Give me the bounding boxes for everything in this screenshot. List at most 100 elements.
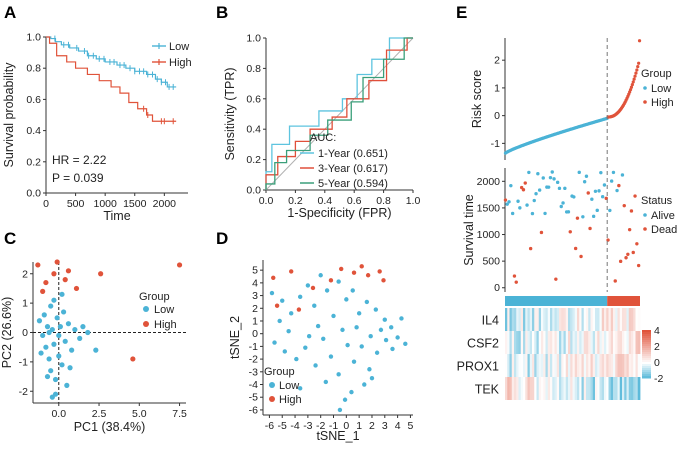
- heatmap-cell: [563, 377, 567, 400]
- legend-dot: [143, 306, 149, 312]
- heatmap-cell: [532, 308, 535, 331]
- heatmap-cell: [505, 354, 508, 377]
- point-low: [374, 350, 380, 355]
- heatmap-cell: [570, 354, 573, 377]
- heatmap-cell: [559, 308, 562, 331]
- heatmap-cell: [588, 354, 591, 377]
- alive-point: [534, 192, 538, 196]
- heatmap-cell: [597, 308, 600, 331]
- heatmap-cell: [619, 377, 623, 400]
- heatmap-cell: [556, 308, 560, 331]
- alive-point: [550, 170, 554, 174]
- heatmap-cell: [509, 377, 513, 400]
- point-high: [98, 271, 104, 277]
- dead-point: [631, 250, 635, 255]
- alive-point: [532, 198, 536, 203]
- heatmap-cell: [599, 377, 603, 400]
- point-low: [61, 309, 67, 315]
- alive-point: [599, 170, 603, 175]
- point-low: [46, 329, 52, 336]
- y-tick-label: -1: [249, 341, 258, 353]
- heatmap-cell: [615, 354, 618, 377]
- heatmap-cell: [637, 377, 641, 400]
- y-tick-label: 2: [494, 55, 500, 67]
- y-tick-label: 1500: [477, 202, 501, 214]
- heatmap-cell: [572, 331, 576, 354]
- alive-point: [620, 173, 625, 177]
- risk-point: [630, 83, 634, 87]
- heatmap-cell: [545, 354, 549, 377]
- y-tick-label: -6: [249, 404, 258, 416]
- heatmap-cell: [583, 331, 587, 354]
- alive-point: [602, 183, 607, 187]
- y-tick-label: 3: [252, 290, 258, 302]
- heatmap-cell: [631, 308, 634, 331]
- dead-point: [579, 254, 583, 259]
- heatmap-cell: [599, 308, 603, 331]
- legend-title: AUC:: [310, 132, 336, 144]
- point-low: [378, 327, 384, 333]
- dead-point: [514, 280, 518, 284]
- dead-point: [554, 277, 558, 281]
- heatmap-cell: [628, 308, 632, 331]
- heatmap-cell: [588, 331, 591, 354]
- y-tick-label: -3: [249, 366, 258, 378]
- colorbar-segment: [642, 370, 651, 373]
- heatmap-cell: [561, 354, 564, 377]
- y-tick-label: 2000: [477, 176, 501, 188]
- point-low: [389, 325, 394, 330]
- heatmap-cell: [547, 331, 551, 354]
- heatmap-cell: [613, 308, 616, 331]
- alive-point: [518, 206, 522, 210]
- heatmap-cell: [601, 377, 605, 400]
- heatmap-cell: [527, 354, 531, 377]
- point-low: [368, 334, 373, 339]
- heatmap-cell: [565, 377, 569, 400]
- roc-curve-plot: 0.0 0.2 0.4 0.6 0.8 1.0 0.0 0.2 0.4 0.6 0.8 1.0 1-Sp…: [223, 33, 420, 221]
- heatmap-cell: [541, 331, 544, 354]
- colorbar-segment: [642, 372, 651, 375]
- colorbar-segment: [642, 348, 651, 351]
- x-tick-label: 0: [43, 198, 49, 210]
- y-tick-label: 2: [22, 268, 28, 280]
- pca-scatter-plot: 0.0 2.5 5.0 7.5 -2 -1 0 1 2 PC1 (38.4%) PC2 (26.6%…: [0, 259, 187, 434]
- heatmap-cell: [581, 308, 585, 331]
- dead-point: [613, 279, 617, 283]
- y-tick-label: -5: [249, 392, 258, 404]
- y-axis-label: Sensitivity (TPR): [223, 67, 237, 160]
- alive-point: [584, 174, 589, 178]
- heatmap-cell: [520, 331, 524, 354]
- heatmap-cell: [624, 354, 627, 377]
- heatmap-cell: [635, 308, 639, 331]
- legend-dot: [269, 382, 275, 388]
- x-tick-label: 0.2: [288, 195, 303, 207]
- legend-label: High: [154, 319, 177, 331]
- y-tick-label: 2: [252, 303, 258, 315]
- y-tick-label: 1.0: [26, 32, 41, 44]
- dead-point: [573, 246, 578, 251]
- roc-curve-3: [265, 37, 413, 190]
- heatmap-cell: [534, 308, 537, 331]
- y-tick-label: 5: [252, 265, 258, 277]
- point-high: [377, 269, 382, 274]
- point-high: [73, 285, 80, 292]
- alive-point: [541, 176, 545, 180]
- heatmap-cell: [633, 308, 636, 331]
- colorbar-segment: [642, 368, 651, 371]
- point-low: [44, 373, 51, 380]
- heatmap-cell: [604, 308, 607, 331]
- point-low: [40, 332, 46, 339]
- heatmap-cell: [583, 308, 587, 331]
- heatmap-cell: [514, 308, 517, 331]
- heatmap-cell: [577, 331, 580, 354]
- heatmap-cell: [610, 308, 614, 331]
- heatmap-cell: [606, 308, 609, 331]
- x-tick-label: 5.0: [132, 408, 147, 420]
- legend-label: 5-Year (0.594): [318, 178, 388, 190]
- point-low: [51, 297, 57, 303]
- point-low: [280, 298, 285, 303]
- heatmap-cell: [635, 354, 639, 377]
- x-tick-label: 2.5: [92, 408, 107, 420]
- point-low: [331, 313, 336, 319]
- alive-point: [507, 200, 511, 204]
